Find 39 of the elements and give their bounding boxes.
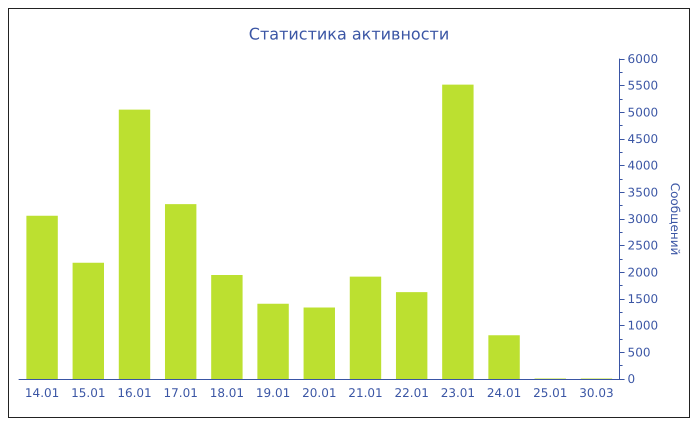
y-tick-label: 3000 [628, 212, 658, 226]
bar [396, 292, 428, 379]
bar [304, 308, 335, 379]
x-tick-label: 16.01 [117, 386, 152, 400]
y-tick-label: 4500 [628, 132, 658, 146]
bar [442, 84, 474, 379]
x-tick-label: 20.01 [302, 386, 336, 400]
x-tick-label: 21.01 [348, 386, 383, 400]
bar [164, 204, 196, 379]
chart-title: Статистика активности [248, 24, 450, 44]
y-tick-label: 0 [628, 372, 636, 386]
y-tick-label: 2000 [628, 265, 658, 280]
y-tick-label: 5500 [628, 78, 658, 93]
x-tick-label: 24.01 [486, 386, 522, 400]
y-tick-label: 1500 [628, 292, 658, 306]
y-tick-label: 500 [628, 345, 650, 360]
y-tick-label: 5000 [628, 105, 658, 120]
y-tick-label: 2500 [628, 238, 658, 253]
bar [350, 276, 382, 379]
bar [72, 262, 104, 379]
x-tick-label: 18.01 [210, 386, 244, 400]
bar [257, 304, 289, 379]
x-tick-label: 14.01 [24, 386, 60, 400]
x-tick-label: 19.01 [256, 386, 290, 400]
bar [26, 216, 58, 379]
x-tick-label: 25.01 [533, 386, 568, 400]
x-tick-label: 23.01 [440, 386, 476, 400]
bar [488, 335, 520, 379]
x-tick-label: 15.01 [71, 386, 106, 400]
x-tick-label: 22.01 [394, 386, 429, 400]
x-tick-label: 30.03 [579, 386, 614, 400]
y-tick-label: 1000 [628, 318, 658, 333]
y-tick-label: 4000 [628, 158, 658, 173]
x-tick-label: 17.01 [164, 386, 198, 400]
y-tick-label: 6000 [628, 52, 658, 66]
bar [118, 110, 150, 379]
bar [211, 275, 243, 379]
y-axis-title: Сообщений [668, 182, 682, 256]
y-tick-label: 3500 [628, 185, 658, 200]
